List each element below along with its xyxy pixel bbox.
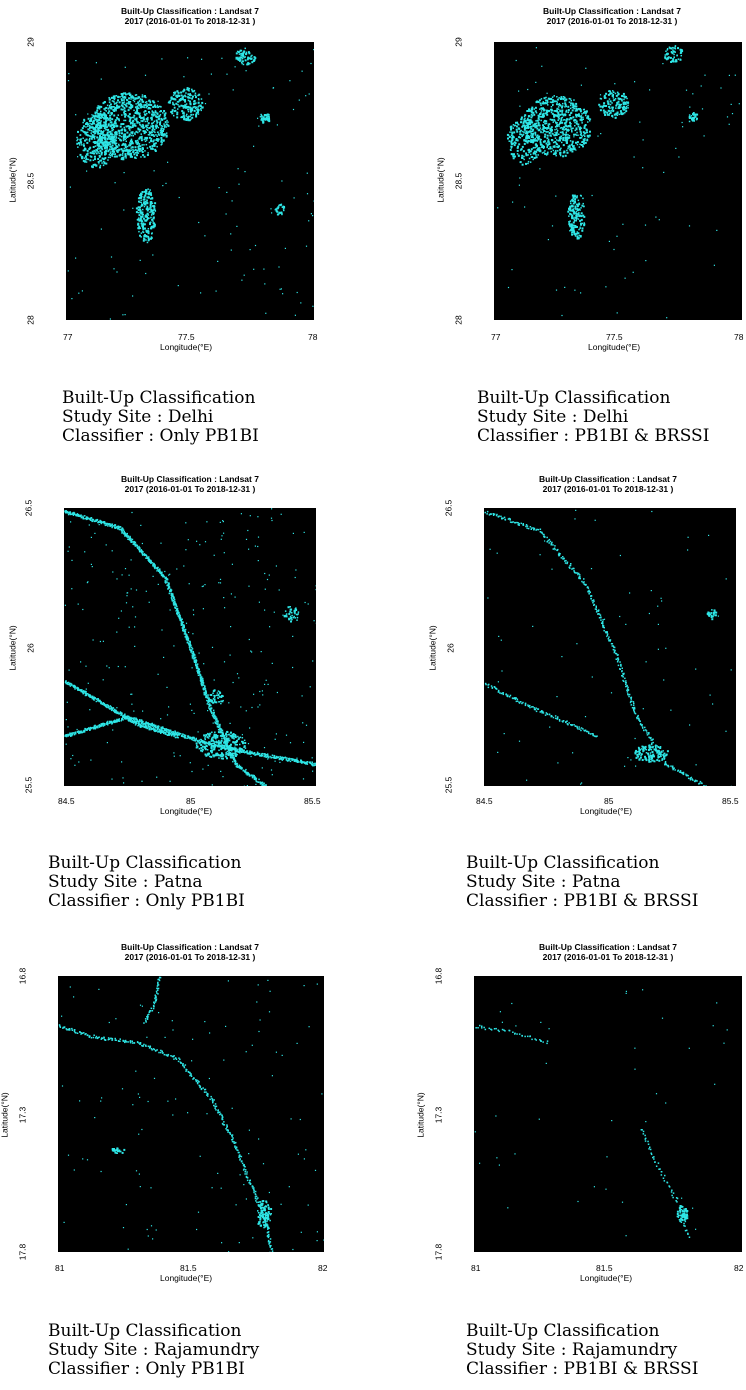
- x-tick-label: 77.5: [178, 332, 195, 342]
- y-tick-label: 29: [25, 37, 36, 47]
- built-up-pixels: [497, 45, 740, 319]
- figure-caption: Built-Up Classification Study Site : Raj…: [466, 1322, 698, 1379]
- x-tick-label: 85.5: [304, 796, 321, 806]
- y-tick-label: 29: [453, 37, 464, 47]
- y-tick-label: 26: [445, 643, 456, 653]
- built-up-map: [58, 976, 324, 1252]
- y-tick-label: 25.5: [23, 776, 34, 794]
- y-axis-label: Latitude(°N): [7, 625, 18, 671]
- figure-caption: Built-Up Classification Study Site : Raj…: [48, 1322, 259, 1379]
- built-up-map: [484, 508, 736, 786]
- x-axis-label: Longitude(°E): [160, 1273, 213, 1283]
- caption-line: Classifier : Only PB1BI: [48, 891, 245, 911]
- caption-line: Built-Up Classification: [466, 853, 660, 873]
- built-up-map: [494, 42, 742, 320]
- caption-line: Classifier : Only PB1BI: [48, 1359, 245, 1379]
- x-axis-label: Longitude(°E): [160, 342, 213, 352]
- caption-line: Built-Up Classification: [477, 388, 671, 408]
- built-up-map: [66, 42, 314, 320]
- y-axis-label: Latitude(°N): [0, 1092, 10, 1138]
- built-up-pixels: [484, 509, 732, 786]
- built-up-pixels: [67, 47, 314, 320]
- x-tick-label: 77: [63, 332, 73, 342]
- caption-line: Built-Up Classification: [466, 1321, 660, 1341]
- x-tick-label: 77.5: [606, 332, 623, 342]
- map-title: Built-Up Classification : Landsat 7 2017…: [539, 942, 677, 962]
- y-axis-label: Latitude(°N): [435, 157, 446, 203]
- y-axis-label: Latitude(°N): [427, 625, 438, 671]
- x-tick-label: 82: [734, 1263, 744, 1273]
- built-up-pixels: [474, 989, 728, 1238]
- x-tick-label: 81: [55, 1263, 65, 1273]
- built-up-map: [474, 976, 742, 1252]
- y-tick-label: 28.5: [25, 172, 36, 190]
- x-tick-label: 78: [734, 332, 744, 342]
- caption-line: Built-Up Classification: [48, 853, 242, 873]
- x-axis-label: Longitude(°E): [580, 806, 633, 816]
- figure-caption: Built-Up Classification Study Site : Del…: [62, 389, 259, 446]
- y-tick-label: 16.8: [433, 967, 444, 985]
- built-up-pixels: [64, 508, 316, 786]
- caption-line: Study Site : Rajamundry: [48, 1340, 260, 1360]
- y-axis-label: Latitude(°N): [415, 1092, 426, 1138]
- x-axis-label: Longitude(°E): [580, 1273, 633, 1283]
- caption-line: Study Site : Patna: [48, 872, 203, 892]
- caption-line: Classifier : PB1BI & BRSSI: [466, 891, 699, 911]
- caption-line: Study Site : Delhi: [62, 407, 214, 427]
- y-tick-label: 26.5: [443, 499, 454, 517]
- map-title: Built-Up Classification : Landsat 7 2017…: [539, 474, 677, 494]
- caption-line: Study Site : Patna: [466, 872, 621, 892]
- x-tick-label: 82: [318, 1263, 328, 1273]
- figure-caption: Built-Up Classification Study Site : Pat…: [466, 854, 698, 911]
- map-title: Built-Up Classification : Landsat 7 2017…: [121, 6, 259, 26]
- map-title: Built-Up Classification : Landsat 7 2017…: [121, 942, 259, 962]
- caption-line: Classifier : Only PB1BI: [62, 426, 259, 446]
- caption-line: Built-Up Classification: [62, 388, 256, 408]
- x-tick-label: 81.5: [180, 1263, 197, 1273]
- x-tick-label: 81: [471, 1263, 481, 1273]
- caption-line: Study Site : Delhi: [477, 407, 629, 427]
- y-axis-label: Latitude(°N): [7, 157, 18, 203]
- y-tick-label: 26: [25, 643, 36, 653]
- x-tick-label: 78: [308, 332, 318, 342]
- x-tick-label: 85.5: [722, 796, 739, 806]
- x-axis-label: Longitude(°E): [588, 342, 641, 352]
- caption-line: Built-Up Classification: [48, 1321, 242, 1341]
- x-tick-label: 84.5: [58, 796, 75, 806]
- x-axis-label: Longitude(°E): [160, 806, 213, 816]
- y-tick-label: 28: [25, 315, 36, 325]
- figure-caption: Built-Up Classification Study Site : Pat…: [48, 854, 245, 911]
- y-tick-label: 17.3: [17, 1106, 28, 1124]
- y-tick-label: 17.3: [433, 1106, 444, 1124]
- y-tick-label: 16.8: [17, 967, 28, 985]
- map-title: Built-Up Classification : Landsat 7 2017…: [543, 6, 681, 26]
- map-title: Built-Up Classification : Landsat 7 2017…: [121, 474, 259, 494]
- built-up-map: [64, 508, 316, 786]
- caption-line: Study Site : Rajamundry: [466, 1340, 678, 1360]
- x-tick-label: 81.5: [596, 1263, 613, 1273]
- caption-line: Classifier : PB1BI & BRSSI: [466, 1359, 699, 1379]
- y-tick-label: 28.5: [453, 172, 464, 190]
- x-tick-label: 77: [491, 332, 501, 342]
- caption-line: Classifier : PB1BI & BRSSI: [477, 426, 710, 446]
- y-tick-label: 25.5: [443, 776, 454, 794]
- y-tick-label: 28: [453, 315, 464, 325]
- x-tick-label: 85: [604, 796, 614, 806]
- figure-caption: Built-Up Classification Study Site : Del…: [477, 389, 709, 446]
- built-up-pixels: [58, 976, 324, 1252]
- y-tick-label: 17.8: [17, 1243, 28, 1261]
- x-tick-label: 85: [186, 796, 196, 806]
- x-tick-label: 84.5: [476, 796, 493, 806]
- y-tick-label: 17.8: [433, 1243, 444, 1261]
- y-tick-label: 26.5: [23, 499, 34, 517]
